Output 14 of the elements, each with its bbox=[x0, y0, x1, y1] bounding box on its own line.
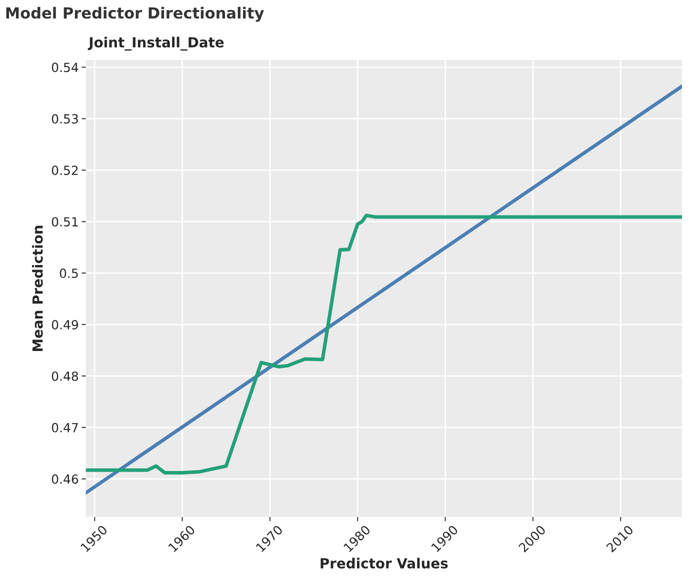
chart-title: Model Predictor Directionality bbox=[6, 6, 264, 22]
y-tick-label: 0.5 bbox=[60, 268, 78, 278]
chart-subtitle: Joint_Install_Date bbox=[88, 36, 224, 51]
y-tick-label: 0.48 bbox=[52, 371, 78, 381]
y-tick-label: 0.51 bbox=[52, 217, 78, 227]
y-tick-label: 0.47 bbox=[52, 422, 78, 432]
y-tick-label: 0.49 bbox=[52, 320, 78, 330]
y-tick-label: 0.52 bbox=[52, 166, 78, 176]
x-axis-title: Predictor Values bbox=[320, 558, 448, 569]
y-tick-label: 0.54 bbox=[52, 62, 78, 72]
y-tick-label: 0.46 bbox=[52, 474, 78, 484]
y-tick-label: 0.53 bbox=[52, 114, 78, 124]
y-axis-title: Mean Prediction bbox=[32, 226, 43, 351]
line-series bbox=[86, 214, 682, 474]
